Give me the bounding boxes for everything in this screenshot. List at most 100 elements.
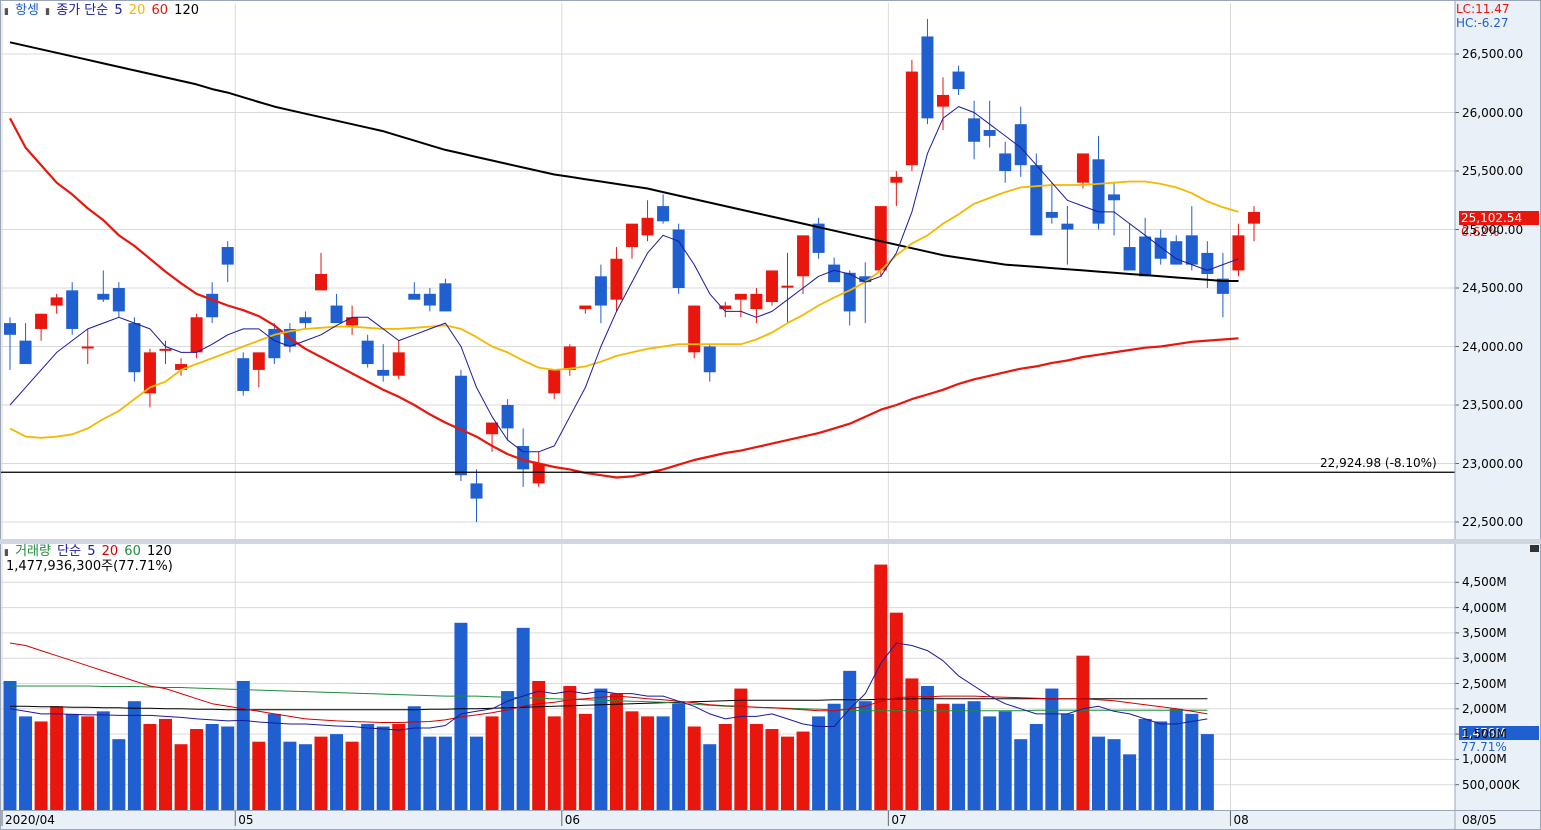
volume-bar bbox=[298, 744, 312, 810]
candle-up bbox=[905, 71, 918, 166]
volume-moving-averages bbox=[9, 642, 1208, 731]
volume-bar bbox=[1154, 721, 1168, 810]
volume-bars bbox=[3, 564, 1214, 810]
candle-up bbox=[626, 223, 638, 248]
candle-up bbox=[486, 422, 499, 435]
price-tick-label: 23,500.00 bbox=[1462, 398, 1524, 412]
price-tick-label: 26,500.00 bbox=[1462, 47, 1524, 61]
candle-down bbox=[19, 340, 32, 365]
volume-bar bbox=[361, 723, 375, 810]
ma5-line bbox=[9, 106, 1239, 453]
price-tick-label: 26,000.00 bbox=[1462, 105, 1524, 120]
volume-bar bbox=[936, 703, 950, 810]
legend-handle-icon: ▮ bbox=[4, 7, 9, 17]
volume-ma20-line bbox=[9, 642, 1208, 723]
volume-bar bbox=[376, 726, 390, 810]
price-legend[interactable]: ▮ 항셍 ▮ 종가 단순 5 20 60 120 bbox=[4, 3, 201, 20]
volume-bar bbox=[345, 741, 359, 810]
volume-bar bbox=[252, 741, 266, 810]
volume-bar bbox=[967, 701, 981, 810]
date-tick-label: 07 bbox=[891, 813, 907, 827]
pane-collapse-icon[interactable] bbox=[1530, 545, 1539, 552]
volume-bar bbox=[812, 716, 826, 810]
candle-down bbox=[1139, 236, 1152, 277]
candle-down bbox=[128, 323, 141, 373]
candle-down bbox=[470, 483, 483, 499]
candle-down bbox=[952, 71, 965, 90]
date-tick-label: 08/05 bbox=[1462, 813, 1497, 827]
candle-down bbox=[112, 288, 125, 312]
reference-line-label: 22,924.98 (-8.10%) bbox=[1320, 456, 1437, 470]
legend-handle-icon: ▮ bbox=[45, 7, 51, 17]
candle-down bbox=[672, 229, 685, 288]
candle-down bbox=[4, 323, 16, 335]
date-tick-label: 08 bbox=[1233, 813, 1249, 827]
ma60-line bbox=[9, 117, 1239, 479]
candle-down bbox=[1061, 223, 1074, 230]
volume-bar bbox=[1169, 708, 1183, 810]
candle-up bbox=[81, 346, 94, 349]
volume-legend-ma120: 120 bbox=[146, 544, 172, 559]
date-axis-panel bbox=[0, 811, 1541, 830]
volume-bar bbox=[127, 701, 141, 810]
price-legend-ma5: 5 bbox=[114, 3, 123, 18]
volume-legend-series: 단순 bbox=[57, 544, 82, 559]
volume-last-value: 1,477,936,300주(77.71%) bbox=[6, 559, 173, 574]
volume-tick-label: 500,000K bbox=[1462, 777, 1520, 792]
price-legend-name: 항셍 bbox=[15, 3, 40, 18]
volume-tick-label: 2,000M bbox=[1462, 701, 1507, 716]
volume-bar bbox=[438, 736, 452, 810]
candle-down bbox=[66, 290, 79, 329]
volume-bar bbox=[1060, 713, 1074, 810]
candle-up bbox=[610, 258, 623, 300]
volume-bar bbox=[718, 723, 732, 810]
volume-bar bbox=[205, 723, 219, 810]
volume-bar bbox=[532, 680, 546, 810]
candle-down bbox=[97, 293, 110, 300]
volume-bar bbox=[1138, 718, 1152, 810]
candle-up bbox=[35, 313, 48, 329]
volume-bar bbox=[1076, 655, 1090, 810]
candle-up bbox=[1248, 211, 1260, 224]
last-change-label: 0.62% bbox=[1461, 225, 1500, 239]
volume-bar bbox=[625, 711, 639, 810]
volume-bar bbox=[1123, 754, 1137, 810]
candle-up bbox=[532, 463, 545, 484]
candle-down bbox=[1014, 124, 1027, 166]
candle-down bbox=[999, 153, 1012, 171]
candle-down bbox=[330, 305, 343, 324]
price-legend-ma60: 60 bbox=[151, 3, 169, 18]
volume-legend[interactable]: ▮ 거래량 단순 5 20 60 120 bbox=[4, 544, 174, 561]
candle-up bbox=[143, 352, 156, 394]
volume-bar bbox=[516, 627, 530, 810]
candle-up bbox=[175, 364, 188, 370]
candle-down bbox=[237, 358, 250, 391]
volume-bar bbox=[174, 744, 188, 810]
volume-bar bbox=[1200, 734, 1214, 810]
volume-bar bbox=[314, 736, 328, 810]
price-legend-series: 종가 단순 bbox=[56, 3, 109, 18]
volume-legend-name: 거래량 bbox=[15, 544, 51, 559]
price-tick-label: 25,000.00 bbox=[1462, 222, 1524, 237]
volume-bar bbox=[50, 706, 64, 810]
candle-up bbox=[874, 206, 887, 271]
candle-up bbox=[252, 352, 265, 370]
volume-bar bbox=[874, 564, 888, 810]
date-tick-label: 05 bbox=[238, 813, 254, 827]
volume-ma120-line bbox=[10, 698, 1208, 711]
volume-bar bbox=[920, 686, 934, 810]
candle-down bbox=[221, 247, 234, 265]
candle-up bbox=[734, 293, 747, 300]
volume-bar bbox=[765, 729, 779, 810]
volume-bar bbox=[1045, 688, 1059, 810]
price-axis-panel bbox=[1455, 0, 1541, 830]
candle-up bbox=[346, 317, 359, 326]
candle-down bbox=[843, 272, 856, 312]
volume-bar bbox=[563, 686, 577, 810]
candle-down bbox=[1185, 235, 1198, 265]
pane-splitter[interactable] bbox=[0, 539, 1541, 544]
legend-handle-icon: ▮ bbox=[4, 548, 9, 558]
volume-bar bbox=[221, 726, 235, 810]
volume-bar bbox=[1029, 723, 1043, 810]
